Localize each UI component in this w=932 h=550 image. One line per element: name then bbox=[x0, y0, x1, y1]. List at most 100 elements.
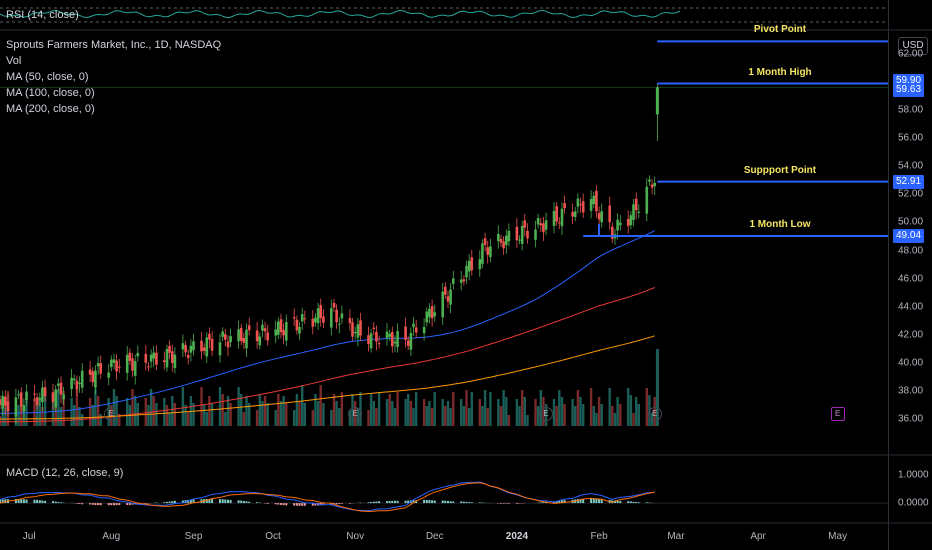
macd-hist-bar bbox=[295, 503, 298, 506]
candle-body bbox=[449, 289, 452, 305]
price-tick: 54.00 bbox=[898, 160, 924, 172]
level-annotation: 1 Month Low bbox=[749, 218, 811, 230]
candle-body bbox=[608, 205, 611, 223]
volume-bar bbox=[430, 408, 434, 426]
macd-hist-bar bbox=[256, 502, 259, 504]
earnings-icon[interactable]: E bbox=[539, 407, 554, 421]
volume-bar bbox=[608, 388, 611, 426]
macd-hist-bar bbox=[237, 500, 240, 504]
macd-hist-bar bbox=[99, 503, 102, 506]
volume-bar bbox=[171, 396, 174, 426]
volume-bar bbox=[396, 392, 399, 426]
candle-body bbox=[367, 335, 370, 344]
macd-hist-bar bbox=[444, 500, 447, 504]
candle-body bbox=[51, 392, 55, 402]
macd-hist-bar bbox=[441, 500, 444, 504]
candle-body bbox=[332, 303, 336, 308]
symbol-title[interactable]: Sprouts Farmers Market, Inc., 1D, NASDAQ bbox=[6, 39, 222, 51]
candle-body bbox=[311, 318, 315, 327]
candle-body bbox=[245, 329, 248, 349]
candle-body bbox=[589, 199, 593, 211]
candle-body bbox=[208, 333, 211, 340]
candle-body bbox=[298, 327, 301, 334]
macd-hist-bar bbox=[81, 503, 84, 505]
candle-body bbox=[316, 308, 320, 324]
volume-bar bbox=[422, 399, 426, 426]
price-tick: 36.00 bbox=[898, 413, 924, 425]
vol-legend[interactable]: Vol bbox=[6, 55, 22, 67]
candle-body bbox=[186, 355, 190, 358]
macd-hist-bar bbox=[598, 499, 601, 504]
candle-body bbox=[518, 239, 521, 241]
currency-button[interactable]: USD bbox=[898, 37, 928, 55]
volume-bar bbox=[462, 406, 466, 426]
candle-body bbox=[571, 212, 574, 217]
earnings-icon[interactable]: E bbox=[104, 407, 119, 421]
candle-body bbox=[486, 247, 489, 255]
volume-bar bbox=[134, 396, 137, 426]
macd-hist-bar bbox=[629, 501, 632, 503]
macd-hist-bar bbox=[470, 502, 473, 504]
volume-bar bbox=[319, 385, 322, 426]
ma50-legend[interactable]: MA (50, close, 0) bbox=[6, 71, 89, 83]
volume-bar bbox=[560, 397, 564, 426]
candle-body bbox=[552, 210, 556, 226]
ma100-legend[interactable]: MA (100, close, 0) bbox=[6, 87, 95, 99]
volume-bar bbox=[515, 399, 519, 426]
volume-bar bbox=[96, 396, 100, 426]
volume-bar bbox=[163, 398, 166, 426]
rsi-legend[interactable]: RSI (14, close) bbox=[6, 9, 79, 21]
level-lines[interactable] bbox=[583, 40, 888, 237]
macd-hist-bar bbox=[505, 503, 508, 504]
volume-bar bbox=[57, 389, 60, 426]
earnings-icon[interactable]: E bbox=[647, 407, 662, 421]
volume-bar bbox=[279, 401, 283, 426]
candle-body bbox=[592, 195, 596, 205]
volume-bar bbox=[4, 407, 7, 426]
ma200-legend[interactable]: MA (200, close, 0) bbox=[6, 103, 95, 115]
earnings-icon[interactable]: E bbox=[348, 407, 363, 421]
candle-body bbox=[534, 229, 537, 240]
volume-bar bbox=[229, 403, 232, 426]
volume-bar bbox=[91, 405, 94, 426]
candle-body bbox=[446, 296, 450, 302]
candle-body bbox=[441, 291, 444, 318]
macd-hist-bar bbox=[20, 499, 23, 504]
macd-hist-bar bbox=[155, 502, 158, 504]
macd-hist-bar bbox=[391, 500, 394, 504]
macd-hist-bar bbox=[386, 501, 388, 504]
volume-bar bbox=[470, 392, 473, 426]
candle-body bbox=[25, 392, 28, 400]
candle-body bbox=[581, 201, 585, 213]
volume-bar bbox=[489, 392, 492, 426]
volume-bar bbox=[25, 391, 28, 426]
volume-bar bbox=[632, 413, 635, 426]
volume-bar bbox=[144, 398, 147, 426]
volume-bar bbox=[393, 408, 397, 426]
macd-hist-bar bbox=[38, 500, 41, 504]
volume-bar bbox=[552, 399, 556, 426]
macd-hist-bar bbox=[500, 503, 502, 504]
volume-bar bbox=[388, 394, 391, 426]
earnings-icon[interactable]: E bbox=[830, 407, 845, 421]
volume-bar bbox=[523, 397, 526, 426]
candle-body bbox=[428, 308, 431, 318]
volume-bar bbox=[200, 387, 203, 426]
volume-bar bbox=[322, 403, 325, 426]
macd-hist-bar bbox=[433, 500, 436, 504]
candle-body bbox=[560, 208, 564, 227]
volume-bar bbox=[497, 399, 500, 426]
candle-body bbox=[573, 211, 577, 217]
macd-legend[interactable]: MACD (12, 26, close, 9) bbox=[6, 467, 124, 479]
candle-body bbox=[107, 372, 110, 378]
time-tick: Apr bbox=[750, 531, 766, 542]
macd-hist-bar bbox=[248, 501, 251, 504]
candle-body bbox=[112, 359, 116, 363]
macd-hist-bar bbox=[635, 502, 638, 504]
candle-body bbox=[369, 333, 373, 349]
macd-hist-bar bbox=[280, 503, 282, 505]
volume-bar bbox=[330, 410, 333, 426]
volume-bar bbox=[534, 399, 537, 426]
volume-bar bbox=[149, 389, 153, 426]
